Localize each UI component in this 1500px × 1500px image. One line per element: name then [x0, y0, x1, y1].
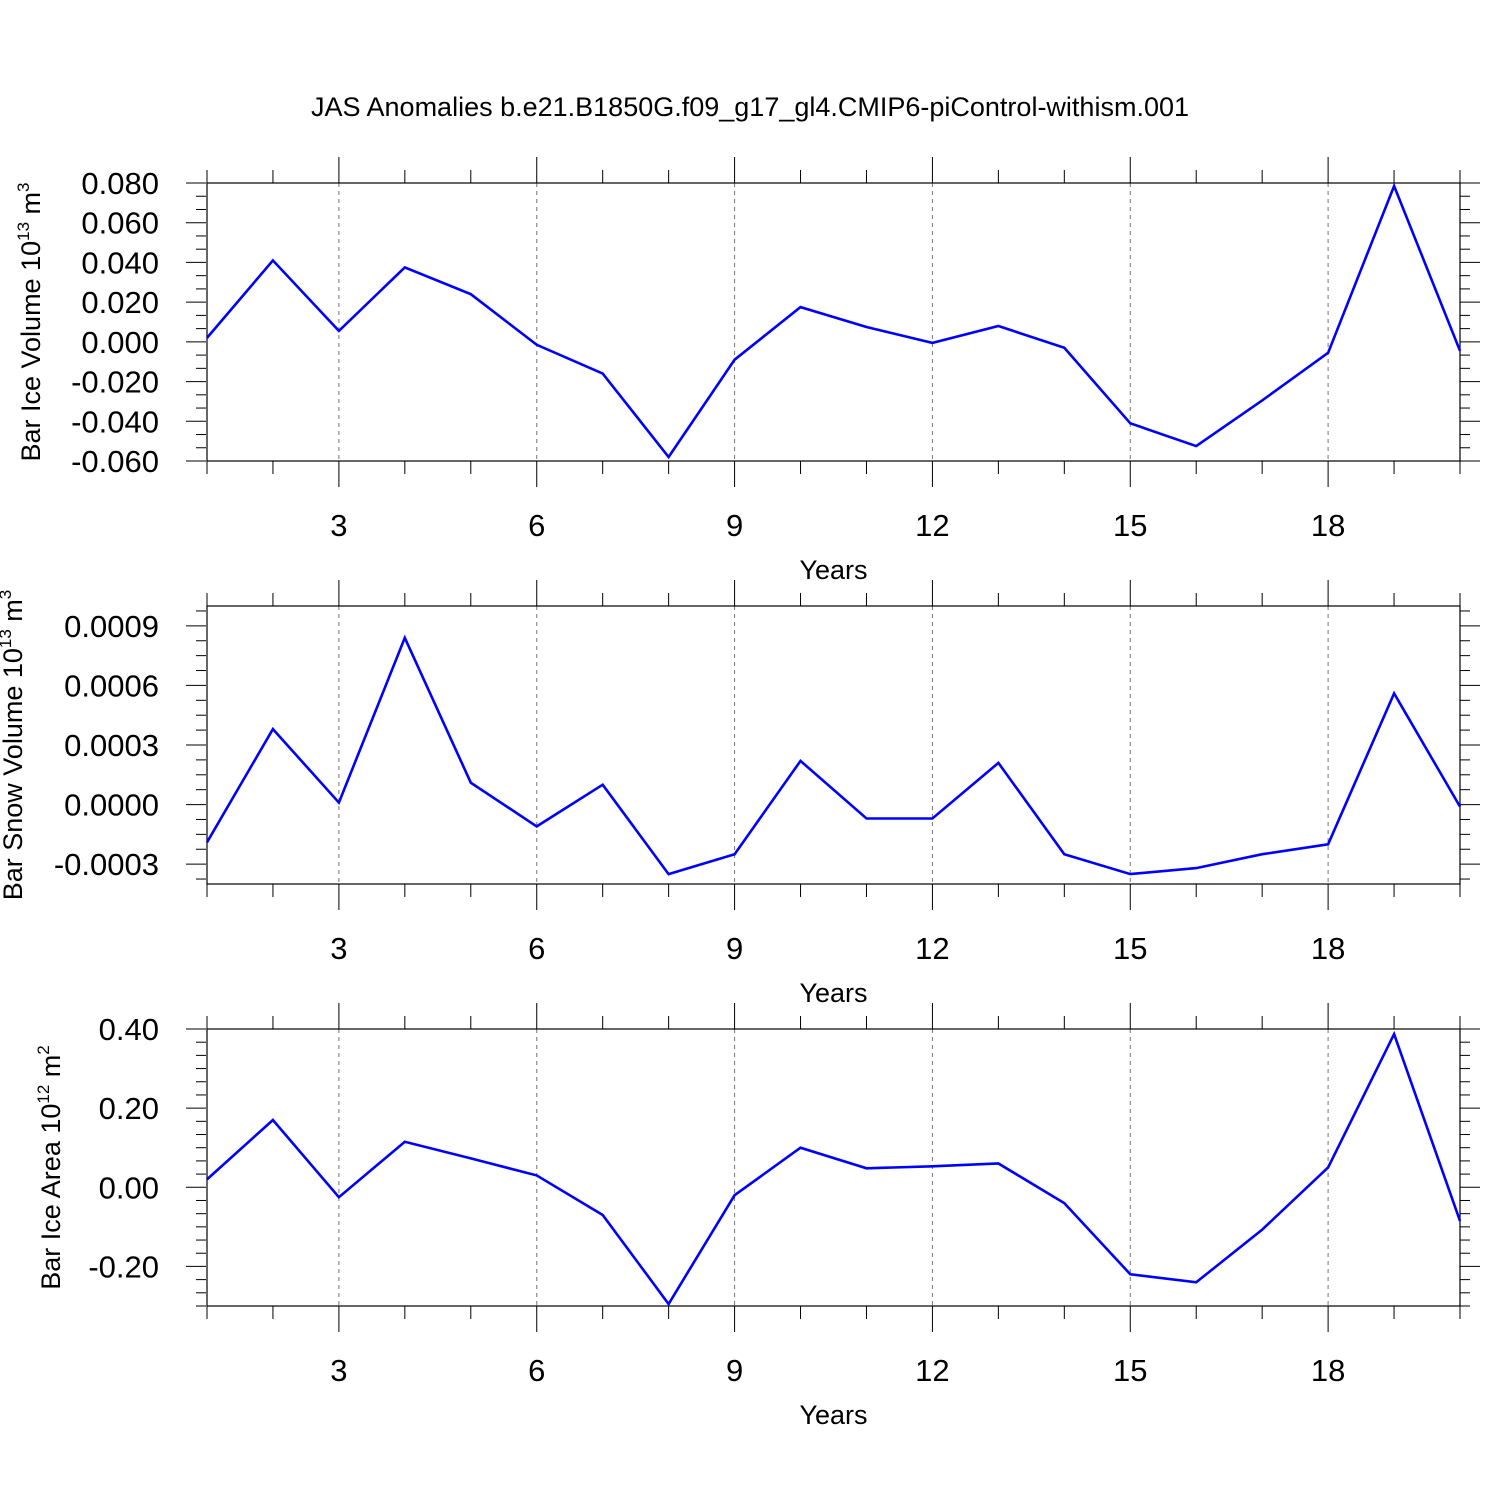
- y-tick-label: 0.0006: [64, 668, 159, 703]
- x-tick-label: 18: [1311, 1353, 1345, 1388]
- series-line: [206, 182, 1462, 460]
- series-line: [205, 634, 1462, 876]
- x-tick-label: 9: [726, 931, 743, 966]
- y-tick-label: 0.020: [81, 285, 159, 320]
- x-tick-label: 3: [330, 931, 347, 966]
- x-tick-label: 6: [528, 931, 545, 966]
- x-tick-label: 6: [528, 1353, 545, 1388]
- x-tick-label: 18: [1311, 508, 1345, 543]
- x-tick-label: 9: [726, 1353, 743, 1388]
- x-axis-label: Years: [799, 978, 867, 1008]
- y-tick-label: -0.0003: [54, 847, 159, 882]
- y-tick-label: 0.0000: [64, 788, 159, 823]
- x-axis-label: Years: [799, 1400, 867, 1430]
- x-tick-label: 15: [1113, 508, 1147, 543]
- y-tick-label: 0.040: [81, 245, 159, 280]
- y-tick-label: -0.20: [88, 1249, 159, 1284]
- x-tick-label: 12: [915, 931, 949, 966]
- y-tick-label: -0.040: [71, 404, 159, 439]
- y-tick-label: 0.0003: [64, 728, 159, 763]
- x-tick-label: 15: [1113, 931, 1147, 966]
- chart-panel-3: -0.20 0.00 0.20 0.40 3 6 9 12 15 18 Years Bar Ice A…: [34, 1003, 1480, 1430]
- x-tick-label: 15: [1113, 1353, 1147, 1388]
- y-tick-label: 0.40: [99, 1012, 159, 1047]
- chart-panel-2: -0.0003 0.0000 0.0003 0.0006 0.0009 3 6 9 12 15 18…: [0, 580, 1480, 1008]
- x-tick-label: 12: [915, 1353, 949, 1388]
- series-line: [206, 1030, 1462, 1307]
- x-tick-label: 12: [915, 508, 949, 543]
- page-title: JAS Anomalies b.e21.B1850G.f09_g17_gl4.C…: [311, 92, 1189, 122]
- y-tick-label: -0.020: [71, 365, 159, 400]
- plot-frame: [206, 1028, 1461, 1307]
- y-tick-label: -0.060: [71, 444, 159, 479]
- y-tick-label: 0.00: [99, 1170, 159, 1205]
- x-tick-label: 3: [330, 508, 347, 543]
- x-tick-label: 3: [330, 1353, 347, 1388]
- y-tick-label: 0.20: [99, 1091, 159, 1126]
- x-tick-label: 18: [1311, 931, 1345, 966]
- chart-panel-1: -0.060 -0.040 -0.020 0.000 0.020 0.040 0.060 0.…: [14, 157, 1480, 585]
- y-tick-label: 0.060: [81, 206, 159, 241]
- x-tick-label: 9: [726, 508, 743, 543]
- y-tick-label: 0.080: [81, 166, 159, 201]
- y-axis-label: Bar Snow Volume 1013 m3: [0, 590, 28, 901]
- y-tick-label: 0.0009: [64, 609, 159, 644]
- y-axis-label: Bar Ice Volume 1013 m3: [14, 182, 46, 461]
- plot-frame: [206, 605, 1461, 885]
- plot-frame: [206, 182, 1461, 462]
- y-axis-label: Bar Ice Area 1012 m2: [34, 1045, 66, 1290]
- y-tick-label: 0.000: [81, 325, 159, 360]
- x-axis-label: Years: [799, 555, 867, 585]
- x-tick-label: 6: [528, 508, 545, 543]
